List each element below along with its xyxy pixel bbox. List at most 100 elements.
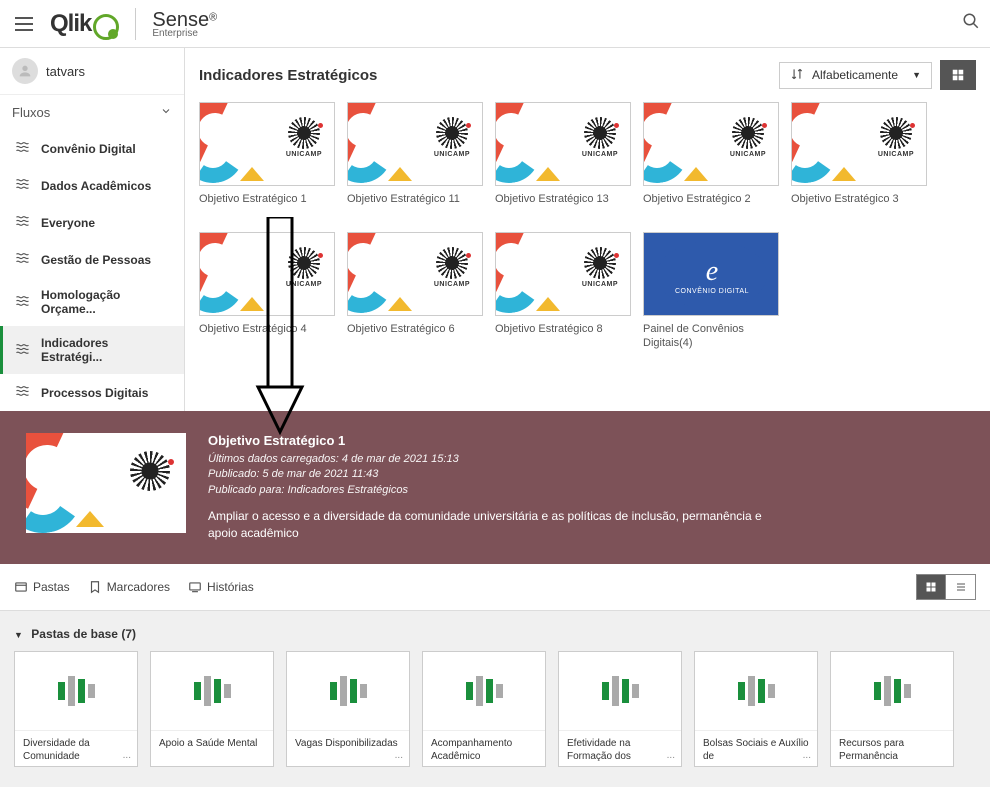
app-card-label: Objetivo Estratégico 1 (199, 192, 335, 220)
stream-icon (15, 384, 33, 401)
app-thumbnail: UNICAMP (791, 102, 927, 186)
sidebar-item-6[interactable]: Processos Digitais (0, 374, 184, 411)
app-card[interactable]: eCONVÊNIO DIGITAL Painel de Convênios Dig… (643, 232, 779, 351)
grid-view-button[interactable] (940, 60, 976, 90)
sheet-card[interactable]: Acompanhamento Acadêmico (422, 651, 546, 767)
app-detail-banner: UNICAMP Objetivo Estratégico 1 Últimos d… (0, 411, 990, 564)
sheet-label: Acompanhamento Acadêmico (423, 730, 545, 766)
stream-icon (15, 251, 33, 268)
tabs-row: Pastas Marcadores Histórias (0, 564, 990, 611)
sheet-label: Diversidade da Comunidade... (15, 730, 137, 766)
brand-q-icon (93, 14, 119, 40)
tab-historias-label: Histórias (207, 580, 254, 594)
app-grid: UNICAMPObjetivo Estratégico 1UNICAMPObje… (185, 102, 990, 371)
sidebar-item-1[interactable]: Dados Acadêmicos (0, 167, 184, 204)
sheet-card[interactable]: Apoio a Saúde Mental (150, 651, 274, 767)
detail-description: Ampliar o acesso e a diversidade da comu… (208, 508, 768, 542)
sidebar-item-label: Dados Acadêmicos (41, 179, 151, 193)
stream-icon (15, 177, 33, 194)
brand-divider (135, 8, 136, 40)
app-card-label: Painel de Convênios Digitais(4) (643, 322, 779, 351)
app-card[interactable]: UNICAMP Objetivo Estratégico 13 (495, 102, 631, 220)
sheet-thumbnail (831, 652, 953, 730)
sidebar-section-fluxos[interactable]: Fluxos (0, 95, 184, 130)
search-icon[interactable] (962, 12, 980, 35)
app-card-label: Objetivo Estratégico 2 (643, 192, 779, 220)
sheet-card[interactable]: Bolsas Sociais e Auxílio de... (694, 651, 818, 767)
detail-meta1: Últimos dados carregados: 4 de mar de 20… (208, 452, 768, 467)
brand-qlik: Qlik (50, 10, 91, 38)
menu-icon[interactable] (10, 10, 38, 38)
sheet-card[interactable]: Vagas Disponibilizadas... (286, 651, 410, 767)
sort-dropdown[interactable]: Alfabeticamente ▼ (779, 62, 932, 89)
view-buttons (916, 574, 976, 600)
sheet-card[interactable]: Recursos para Permanência (830, 651, 954, 767)
app-thumbnail: eCONVÊNIO DIGITAL (643, 232, 779, 316)
sheet-label: Recursos para Permanência (831, 730, 953, 766)
app-card[interactable]: UNICAMP Objetivo Estratégico 1 (199, 102, 335, 220)
app-card-label: Objetivo Estratégico 11 (347, 192, 483, 220)
tab-marcadores[interactable]: Marcadores (88, 580, 170, 594)
sidebar-item-5[interactable]: Indicadores Estratégi... (0, 326, 184, 374)
sidebar-item-2[interactable]: Everyone (0, 204, 184, 241)
brand: Qlik Sense® Enterprise (50, 8, 217, 40)
detail-meta2: Publicado: 5 de mar de 2021 11:43 (208, 467, 768, 482)
grid-view-button-2[interactable] (916, 574, 946, 600)
tab-pastas[interactable]: Pastas (14, 580, 70, 594)
sheet-thumbnail (695, 652, 817, 730)
detail-title: Objetivo Estratégico 1 (208, 433, 768, 448)
user-row[interactable]: tatvars (0, 48, 184, 95)
sheet-card[interactable]: Diversidade da Comunidade... (14, 651, 138, 767)
sheet-label: Efetividade na Formação dos... (559, 730, 681, 766)
tab-historias[interactable]: Histórias (188, 580, 254, 594)
sidebar-item-label: Gestão de Pessoas (41, 253, 151, 267)
sidebar-item-label: Indicadores Estratégi... (41, 336, 172, 364)
sheet-thumbnail (151, 652, 273, 730)
tab-pastas-label: Pastas (33, 580, 70, 594)
app-card-label: Objetivo Estratégico 3 (791, 192, 927, 220)
app-thumbnail: UNICAMP (199, 232, 335, 316)
topbar: Qlik Sense® Enterprise (0, 0, 990, 48)
brand-sense-wrap: Sense® Enterprise (152, 9, 217, 39)
stream-icon (15, 342, 33, 359)
sheet-thumbnail (15, 652, 137, 730)
tab-marcadores-label: Marcadores (107, 580, 170, 594)
app-card[interactable]: UNICAMP Objetivo Estratégico 3 (791, 102, 927, 220)
sidebar-item-3[interactable]: Gestão de Pessoas (0, 241, 184, 278)
app-card[interactable]: UNICAMPObjetivo Estratégico 4 (199, 232, 335, 351)
content-head: Indicadores Estratégicos Alfabeticamente… (185, 48, 990, 102)
stream-icon (15, 294, 33, 311)
sheets-head-label: Pastas de base (7) (31, 627, 136, 641)
app-thumbnail: UNICAMP (643, 102, 779, 186)
app-card[interactable]: UNICAMPObjetivo Estratégico 6 (347, 232, 483, 351)
app-thumbnail: UNICAMP (495, 102, 631, 186)
sidebar-item-label: Homologação Orçame... (41, 288, 172, 316)
content: Indicadores Estratégicos Alfabeticamente… (185, 48, 990, 411)
chevron-down-icon (160, 105, 172, 120)
app-thumbnail: UNICAMP (347, 102, 483, 186)
sort-label: Alfabeticamente (812, 68, 898, 82)
app-card[interactable]: UNICAMPObjetivo Estratégico 8 (495, 232, 631, 351)
sidebar-item-4[interactable]: Homologação Orçame... (0, 278, 184, 326)
dropdown-triangle-icon: ▼ (912, 70, 921, 80)
sheets-head[interactable]: Pastas de base (7) (14, 621, 976, 651)
sidebar-item-label: Everyone (41, 216, 95, 230)
main: tatvars Fluxos Convênio Digital Dados Aca… (0, 48, 990, 411)
app-card[interactable]: UNICAMP Objetivo Estratégico 11 (347, 102, 483, 220)
app-card[interactable]: UNICAMP Objetivo Estratégico 2 (643, 102, 779, 220)
sheets-grid: Diversidade da Comunidade... Apoio a Saúd… (14, 651, 976, 767)
sheet-label: Vagas Disponibilizadas... (287, 730, 409, 766)
sidebar-item-0[interactable]: Convênio Digital (0, 130, 184, 167)
app-card-label: Objetivo Estratégico 13 (495, 192, 631, 220)
app-card-label: Objetivo Estratégico 8 (495, 322, 631, 350)
sidebar-item-label: Convênio Digital (41, 142, 136, 156)
stream-icon (15, 140, 33, 157)
username: tatvars (46, 64, 85, 79)
app-thumbnail: UNICAMP (199, 102, 335, 186)
sheet-card[interactable]: Efetividade na Formação dos... (558, 651, 682, 767)
detail-text: Objetivo Estratégico 1 Últimos dados car… (208, 433, 768, 542)
detail-meta3: Publicado para: Indicadores Estratégicos (208, 483, 768, 498)
app-thumbnail: UNICAMP (347, 232, 483, 316)
sheet-label: Apoio a Saúde Mental (151, 730, 273, 766)
list-view-button[interactable] (946, 574, 976, 600)
